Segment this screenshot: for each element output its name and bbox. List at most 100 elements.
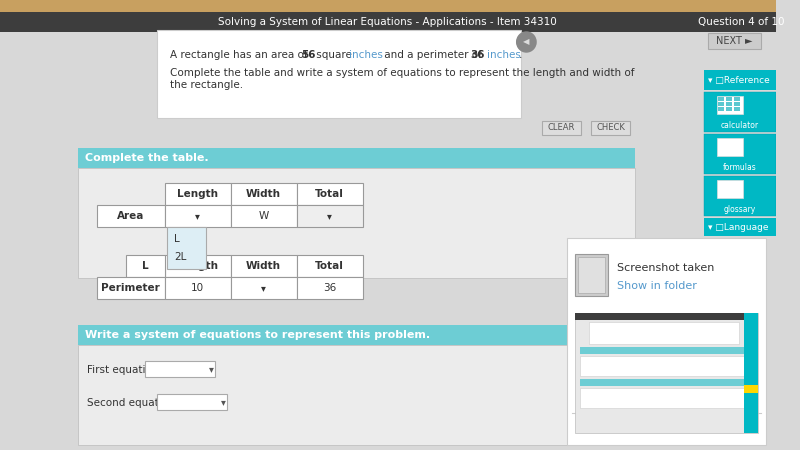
Bar [726, 97, 732, 101]
Bar [734, 107, 740, 111]
Text: Perimeter: Perimeter [102, 283, 160, 293]
Bar [230, 183, 297, 205]
Bar [0, 12, 775, 32]
Bar [157, 30, 521, 118]
Bar [165, 205, 230, 227]
Bar [78, 325, 635, 345]
Text: 10: 10 [191, 283, 204, 293]
Text: Solving a System of Linear Equations - Applications - Item 34310: Solving a System of Linear Equations - A… [218, 17, 557, 27]
Text: W: W [258, 211, 269, 221]
Text: Copy to clipboard: Copy to clipboard [596, 420, 694, 430]
Text: Area: Area [117, 211, 145, 221]
Text: ▾: ▾ [195, 211, 200, 221]
Text: Write a system of equations to represent this problem.: Write a system of equations to represent… [86, 330, 430, 340]
Bar [704, 134, 775, 174]
Text: 36: 36 [323, 283, 336, 293]
Text: ▾: ▾ [209, 364, 214, 374]
Text: formulas: formulas [722, 163, 757, 172]
Bar [230, 205, 297, 227]
Bar [708, 33, 761, 49]
Bar [297, 205, 362, 227]
Bar [230, 277, 297, 299]
Text: Second equation:: Second equation: [87, 398, 178, 408]
Bar [78, 148, 635, 168]
Bar [575, 254, 608, 296]
Text: CLEAR: CLEAR [547, 123, 575, 132]
Text: ▾ □Reference: ▾ □Reference [708, 76, 770, 85]
Text: ▾ □Language: ▾ □Language [708, 222, 768, 231]
Bar [704, 176, 775, 216]
Bar [97, 205, 165, 227]
Bar [590, 322, 738, 344]
Text: the rectangle.: the rectangle. [170, 80, 242, 90]
Bar [97, 277, 165, 299]
Bar [166, 227, 206, 269]
Text: 56: 56 [302, 50, 316, 60]
Bar [704, 92, 775, 132]
Bar [718, 96, 742, 114]
Text: Width: Width [246, 261, 281, 271]
Bar [704, 70, 775, 90]
Text: CHECK: CHECK [596, 123, 625, 132]
Bar [165, 277, 230, 299]
Bar [745, 385, 758, 393]
Bar [0, 0, 775, 12]
Text: 2L: 2L [174, 252, 187, 262]
Bar [580, 356, 743, 376]
Bar [581, 415, 590, 428]
Bar [230, 255, 297, 277]
Text: NEXT ►: NEXT ► [715, 36, 752, 46]
Bar [297, 277, 362, 299]
Text: glossary: glossary [723, 206, 756, 215]
Bar [745, 313, 758, 433]
Bar [577, 419, 586, 432]
Text: Total: Total [315, 189, 344, 199]
Bar [718, 107, 724, 111]
Bar [542, 121, 581, 135]
Bar [126, 255, 165, 277]
Bar [718, 180, 742, 198]
Bar [704, 218, 775, 236]
Bar [78, 168, 635, 278]
Bar [297, 255, 362, 277]
Text: L: L [174, 234, 180, 244]
Circle shape [517, 32, 536, 52]
Text: Show in folder: Show in folder [618, 281, 698, 291]
Text: Length: Length [178, 189, 218, 199]
Bar [157, 394, 227, 410]
Text: ▾: ▾ [262, 283, 266, 293]
Text: calculator: calculator [721, 122, 758, 130]
Bar [575, 313, 758, 320]
Text: square: square [313, 50, 355, 60]
Text: ◀: ◀ [523, 37, 530, 46]
Text: ▾: ▾ [221, 397, 226, 407]
Bar [146, 361, 215, 377]
Bar [718, 138, 742, 156]
Bar [297, 183, 362, 205]
Text: Screenshot taken: Screenshot taken [618, 263, 715, 273]
Text: Question 4 of 10: Question 4 of 10 [698, 17, 785, 27]
Bar [165, 255, 230, 277]
Bar [165, 183, 230, 205]
Bar [734, 102, 740, 106]
Text: L: L [142, 261, 149, 271]
Text: Total: Total [315, 261, 344, 271]
Bar [567, 238, 766, 445]
Text: A rectangle has an area of: A rectangle has an area of [170, 50, 310, 60]
Bar [734, 97, 740, 101]
Bar [78, 345, 635, 445]
Text: Complete the table.: Complete the table. [86, 153, 209, 163]
Bar [718, 102, 724, 106]
Text: 36: 36 [470, 50, 485, 60]
Bar [580, 379, 743, 386]
Text: inches: inches [486, 50, 521, 60]
Bar [580, 347, 743, 354]
Bar [580, 388, 743, 408]
Text: .: . [518, 50, 522, 60]
Text: Length: Length [178, 261, 218, 271]
Bar [726, 107, 732, 111]
Text: and a perimeter of: and a perimeter of [381, 50, 485, 60]
Bar [591, 121, 630, 135]
Bar [575, 313, 758, 433]
Bar [726, 102, 732, 106]
